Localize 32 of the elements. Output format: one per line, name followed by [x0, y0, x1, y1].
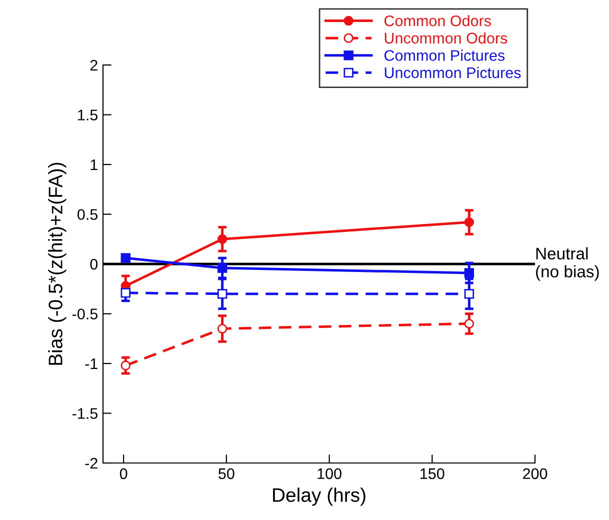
point — [120, 288, 130, 298]
point — [217, 263, 228, 273]
y-tick-label: -1 — [85, 358, 98, 370]
y-tick-label: -0.5 — [72, 308, 98, 320]
x-tick-label: 0 — [120, 468, 128, 480]
point — [217, 288, 228, 299]
legend-label: Common Odors — [384, 15, 491, 26]
y-tick-label: -1.5 — [72, 408, 98, 419]
x-tick-label: 200 — [523, 468, 548, 480]
x-tick-label: 50 — [218, 468, 234, 480]
point — [464, 217, 474, 228]
x-tick-label: 100 — [318, 468, 342, 480]
point — [464, 318, 474, 329]
y-axis-title: Bias (-0.5*(z(hit)+z(FA)) — [48, 162, 66, 365]
y-tick-label: 0.5 — [78, 209, 98, 220]
ref-line-label: Neutral (no bias) — [536, 247, 599, 281]
legend-label: Uncommon Pictures — [384, 66, 521, 78]
point — [464, 288, 474, 299]
y-tick-label: 2 — [90, 60, 98, 71]
y-tick-label: 0 — [90, 258, 98, 270]
x-tick-label: 150 — [420, 468, 444, 480]
point — [464, 268, 474, 278]
legend-label: Common Pictures — [384, 50, 505, 61]
point — [217, 324, 228, 334]
legend-label: Uncommon Odors — [384, 32, 508, 44]
y-tick-label: -2 — [85, 458, 98, 469]
point — [120, 253, 130, 263]
point — [217, 234, 228, 244]
y-tick-label: 1 — [90, 160, 98, 170]
point — [120, 360, 130, 370]
x-axis-title: Delay (hrs) — [273, 488, 366, 506]
y-tick-label: 1.5 — [78, 110, 98, 120]
